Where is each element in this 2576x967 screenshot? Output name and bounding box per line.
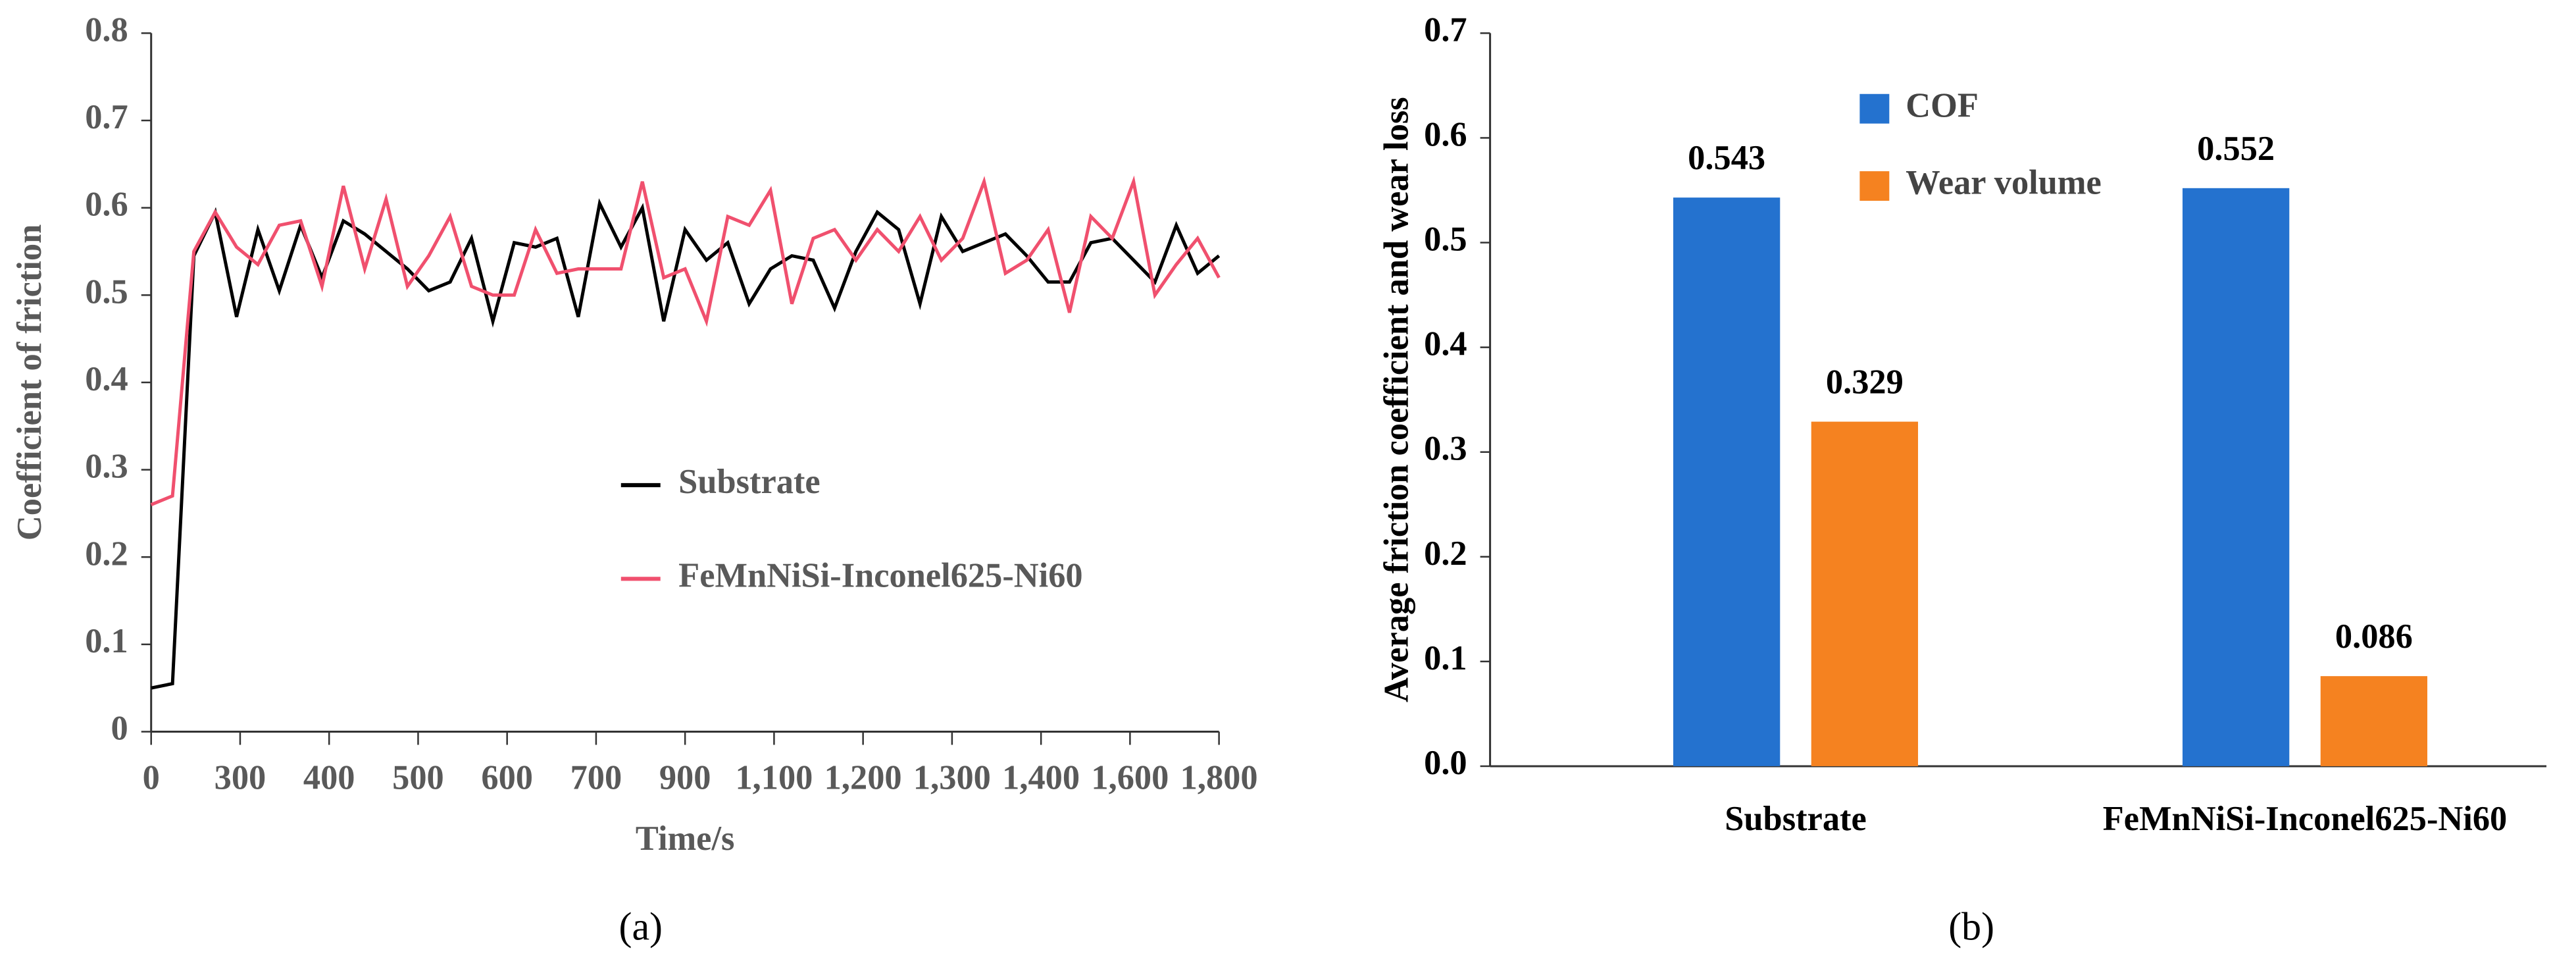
- legend-label: Substrate: [678, 463, 821, 501]
- y-tick-label: 0.3: [1424, 430, 1467, 468]
- x-tick-label: 900: [659, 758, 711, 797]
- y-tick-label: 0.2: [85, 535, 128, 573]
- legend-swatch: [1859, 171, 1890, 201]
- x-tick-label: 1,200: [824, 758, 902, 797]
- y-tick-label: 0.8: [85, 11, 128, 49]
- panel-label: (b): [1948, 904, 1994, 948]
- legend-label: COF: [1906, 86, 1979, 124]
- x-tick-label: 1,300: [913, 758, 991, 797]
- bar: [2320, 676, 2428, 766]
- x-tick-label: 1,800: [1180, 758, 1258, 797]
- x-tick-label: 500: [392, 758, 444, 797]
- y-tick-label: 0.4: [1424, 325, 1467, 363]
- data-label: 0.543: [1688, 139, 1765, 177]
- y-tick-label: 0.5: [1424, 221, 1467, 259]
- x-tick-label: 400: [303, 758, 355, 797]
- x-tick-label: 300: [215, 758, 266, 797]
- x-tick-label: 600: [481, 758, 533, 797]
- x-tick-label: 0: [143, 758, 160, 797]
- x-tick-label: 1,100: [735, 758, 813, 797]
- y-tick-label: 0.7: [85, 98, 128, 136]
- y-tick-label: 0.7: [1424, 11, 1467, 49]
- x-tick-label: 700: [570, 758, 622, 797]
- bar: [1673, 197, 1780, 766]
- y-tick-label: 0.1: [1424, 639, 1467, 677]
- legend-label: FeMnNiSi-Inconel625-Ni60: [678, 556, 1082, 594]
- line-series: [150, 175, 1221, 506]
- y-tick-label: 0.2: [1424, 535, 1467, 573]
- y-axis-label: Coefficient of friction: [11, 224, 49, 540]
- y-tick-label: 0.5: [85, 273, 128, 311]
- bar: [2183, 188, 2290, 766]
- legend-swatch: [1859, 93, 1890, 124]
- data-label: 0.552: [2197, 130, 2275, 168]
- x-tick-label: 1,400: [1002, 758, 1080, 797]
- y-tick-label: 0.0: [1424, 744, 1467, 782]
- y-tick-label: 0.1: [85, 622, 128, 660]
- legend-label: Wear volume: [1906, 164, 2102, 202]
- y-axis-label: Average friction coefficient and wear lo…: [1377, 97, 1415, 702]
- y-tick-label: 0.3: [85, 448, 128, 486]
- y-tick-label: 0.6: [85, 186, 128, 224]
- data-label: 0.086: [2335, 617, 2413, 656]
- y-tick-label: 0: [111, 710, 128, 748]
- data-label: 0.329: [1826, 363, 1904, 402]
- x-tick-label: FeMnNiSi-Inconel625-Ni60: [2103, 800, 2507, 838]
- y-tick-label: 0.4: [85, 360, 128, 398]
- x-tick-label: Substrate: [1725, 800, 1867, 838]
- panel-label: (a): [619, 904, 663, 948]
- bar: [1811, 421, 1919, 766]
- x-axis-label: Time/s: [636, 820, 734, 858]
- y-tick-label: 0.6: [1424, 115, 1467, 153]
- x-tick-label: 1,600: [1091, 758, 1169, 797]
